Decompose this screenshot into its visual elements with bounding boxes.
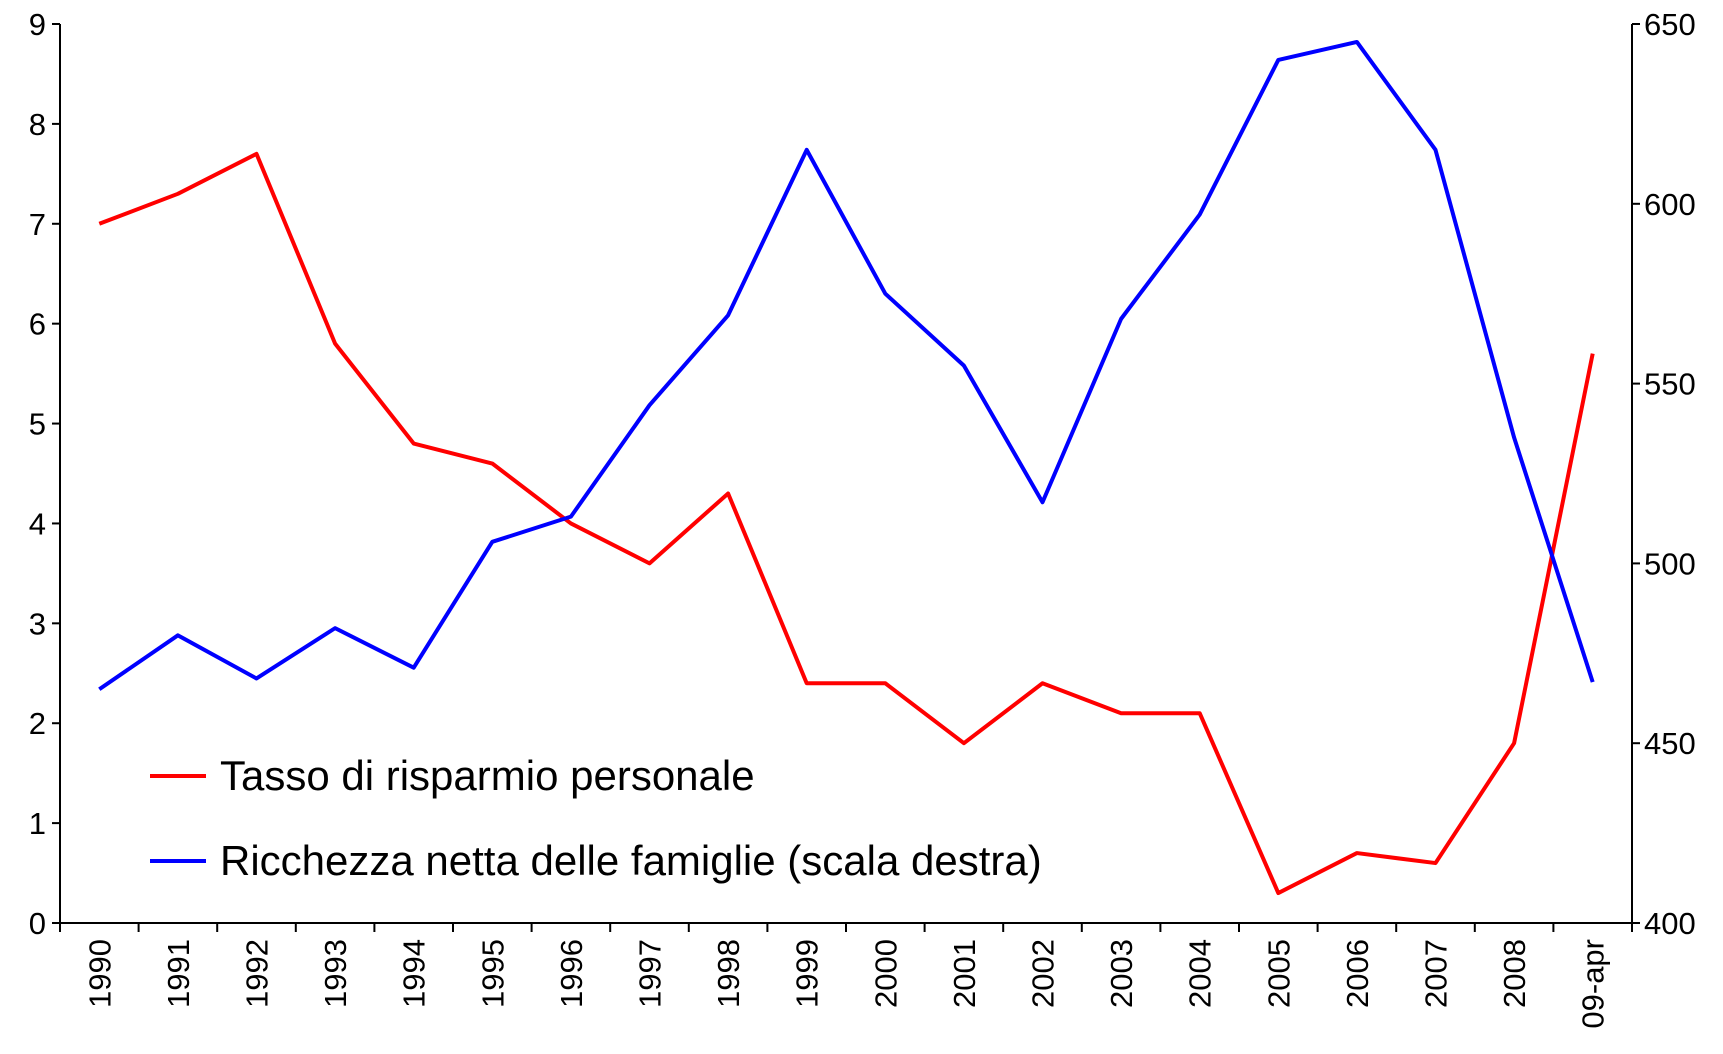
x-tick-label: 2006 <box>1340 939 1375 1008</box>
y-tick-label: 8 <box>29 107 46 142</box>
y2-tick-label: 400 <box>1644 906 1696 941</box>
legend-label: Ricchezza netta delle famiglie (scala de… <box>220 837 1042 884</box>
x-tick-label: 2008 <box>1497 939 1532 1008</box>
legend-label: Tasso di risparmio personale <box>220 752 755 799</box>
x-tick-label: 1993 <box>318 939 353 1008</box>
x-tick-label: 2004 <box>1183 939 1218 1008</box>
y2-tick-label: 600 <box>1644 187 1696 222</box>
y-tick-label: 6 <box>29 307 46 342</box>
y2-tick-label: 450 <box>1644 726 1696 761</box>
y2-tick-label: 550 <box>1644 367 1696 402</box>
x-tick-label: 2005 <box>1261 939 1296 1008</box>
x-tick-label: 2001 <box>947 939 982 1008</box>
y-tick-label: 0 <box>29 906 46 941</box>
x-tick-label: 09-apr <box>1576 939 1611 1029</box>
y2-tick-label: 500 <box>1644 546 1696 581</box>
line-series <box>98 39 1595 691</box>
y-tick-label: 7 <box>29 207 46 242</box>
x-tick-label: 1994 <box>397 939 432 1008</box>
x-tick-label: 1998 <box>711 939 746 1008</box>
y-tick-label: 2 <box>29 706 46 741</box>
x-tick-label: 1999 <box>790 939 825 1008</box>
x-tick-label: 1995 <box>475 939 510 1008</box>
x-tick-label: 2007 <box>1419 939 1454 1008</box>
y-tick-label: 5 <box>29 407 46 442</box>
y2-tick-label: 650 <box>1644 7 1696 42</box>
y-tick-label: 1 <box>29 806 46 841</box>
x-tick-label: 2002 <box>1026 939 1061 1008</box>
x-tick-label: 1992 <box>240 939 275 1008</box>
x-tick-label: 1991 <box>161 939 196 1008</box>
y-tick-label: 3 <box>29 606 46 641</box>
x-tick-label: 2003 <box>1104 939 1139 1008</box>
x-tick-label: 1990 <box>82 939 117 1008</box>
x-tick-label: 2000 <box>868 939 903 1008</box>
x-tick-label: 1996 <box>554 939 589 1008</box>
x-tick-label: 1997 <box>633 939 668 1008</box>
y-tick-label: 4 <box>29 506 46 541</box>
y-tick-label: 9 <box>29 7 46 42</box>
line-series <box>98 151 1595 896</box>
